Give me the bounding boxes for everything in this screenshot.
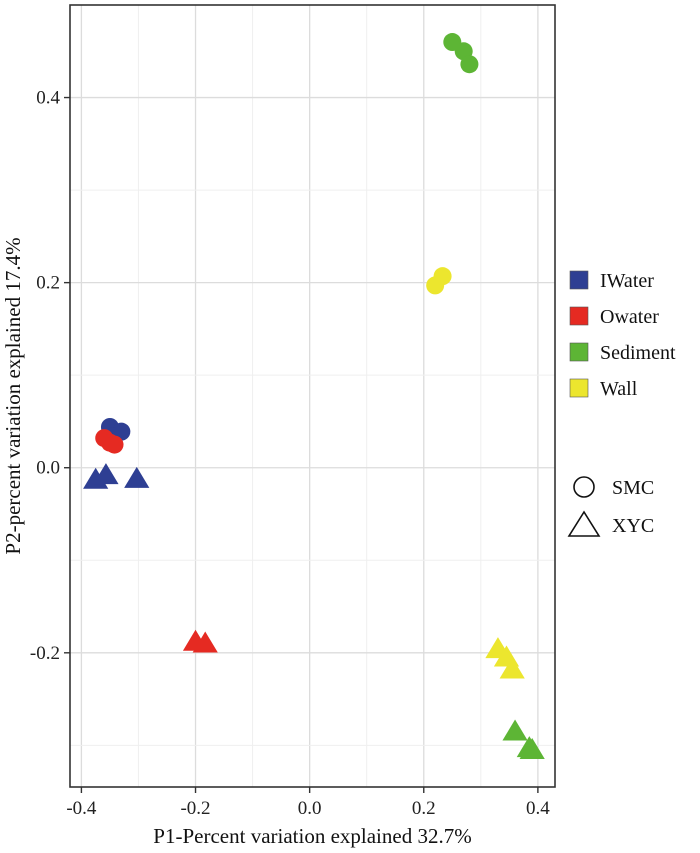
legend-shape-triangle-icon [567,510,601,537]
y-tick-label: 0.2 [36,273,60,294]
legend-swatch-owater [569,306,589,326]
wall-triangle-point [499,657,525,679]
legend: IWater Owater Sediment Wall SMC XYC [567,270,676,537]
x-tick-label: 0.0 [298,798,322,819]
legend-label-owater: Owater [600,306,659,328]
y-tick-label: 0.4 [36,88,60,109]
sediment-triangle-point [519,737,545,759]
y-tick-label: 0.0 [36,458,60,479]
data-points [83,33,545,759]
y-axis-title: P2-percent variation explained 17.4% [1,237,25,554]
x-tick-label: 0.4 [526,798,550,819]
x-tick-label: -0.4 [66,798,97,819]
x-axis-title: P1-Percent variation explained 32.7% [153,824,471,848]
wall-circle-point [433,267,452,286]
grid-lines [70,4,555,787]
y-tick-label: -0.2 [30,643,60,664]
iwater-triangle-point [93,463,119,485]
legend-swatch-iwater [569,270,589,290]
legend-label-wall: Wall [600,378,638,400]
owater-circle-point [105,435,124,454]
sediment-triangle-point [502,719,528,741]
plot-frame [69,4,556,788]
legend-shape-circle-icon [573,476,595,498]
legend-swatch-wall [569,378,589,398]
legend-swatch-sediment [569,342,589,362]
iwater-triangle-point [124,466,150,488]
x-tick-label: 0.2 [412,798,436,819]
legend-label-xyc: XYC [612,515,654,537]
axis-ticks: -0.4 -0.2 0.0 0.2 0.4 -0.2 0.0 0.2 0.4 [30,88,550,819]
x-tick-label: -0.2 [180,798,210,819]
legend-label-sediment: Sediment [600,342,676,364]
legend-label-iwater: IWater [600,270,654,292]
sediment-circle-point [460,55,479,74]
owater-triangle-point [192,631,218,653]
legend-label-smc: SMC [612,477,654,499]
